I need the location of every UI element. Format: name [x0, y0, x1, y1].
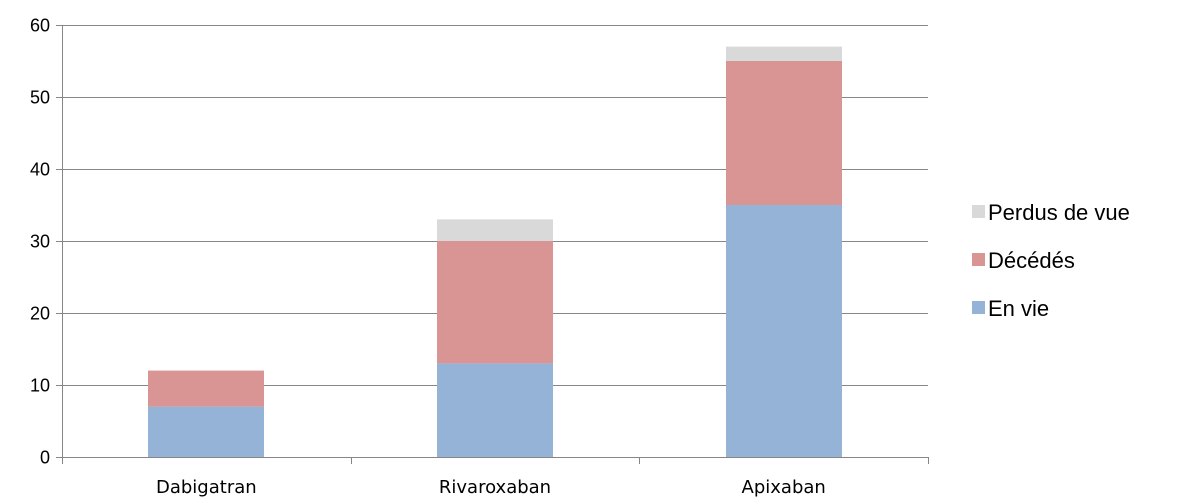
y-tick-label-30: 30 — [30, 232, 50, 252]
x-tick-label-apixaban: Apixaban — [742, 477, 826, 498]
legend-swatch-en-vie — [972, 301, 985, 314]
bar-rivaroxaban-perdus-de-vue — [437, 219, 553, 241]
y-tick-labels: 0 10 20 30 40 50 60 — [30, 16, 50, 468]
y-tick-label-60: 60 — [30, 16, 50, 36]
bar-dabigatran-en-vie — [148, 406, 264, 457]
x-tick-label-dabigatran: Dabigatran — [156, 477, 257, 498]
legend: Perdus de vue Décédés En vie — [972, 200, 1130, 321]
bar-apixaban-perdus-de-vue — [726, 46, 842, 61]
bar-rivaroxaban-decedes — [437, 241, 553, 364]
bar-apixaban-en-vie — [726, 205, 842, 457]
bar-dabigatran-decedes — [148, 370, 264, 407]
legend-swatch-decedes — [972, 253, 985, 266]
y-tick-label-50: 50 — [30, 88, 50, 108]
x-tick-label-rivaroxaban: Rivaroxaban — [439, 477, 551, 498]
legend-label-decedes: Décédés — [988, 248, 1075, 273]
x-tick-labels: Dabigatran Rivaroxaban Apixaban — [156, 477, 826, 498]
legend-label-perdus-de-vue: Perdus de vue — [988, 200, 1130, 225]
legend-label-en-vie: En vie — [988, 296, 1049, 321]
legend-swatch-perdus-de-vue — [972, 205, 985, 218]
y-tick-label-20: 20 — [30, 304, 50, 324]
axes — [56, 25, 929, 464]
bars — [148, 46, 842, 457]
bar-rivaroxaban-en-vie — [437, 363, 553, 457]
y-tick-label-0: 0 — [40, 448, 50, 468]
y-tick-label-40: 40 — [30, 160, 50, 180]
y-tick-label-10: 10 — [30, 376, 50, 396]
bar-apixaban-decedes — [726, 61, 842, 205]
